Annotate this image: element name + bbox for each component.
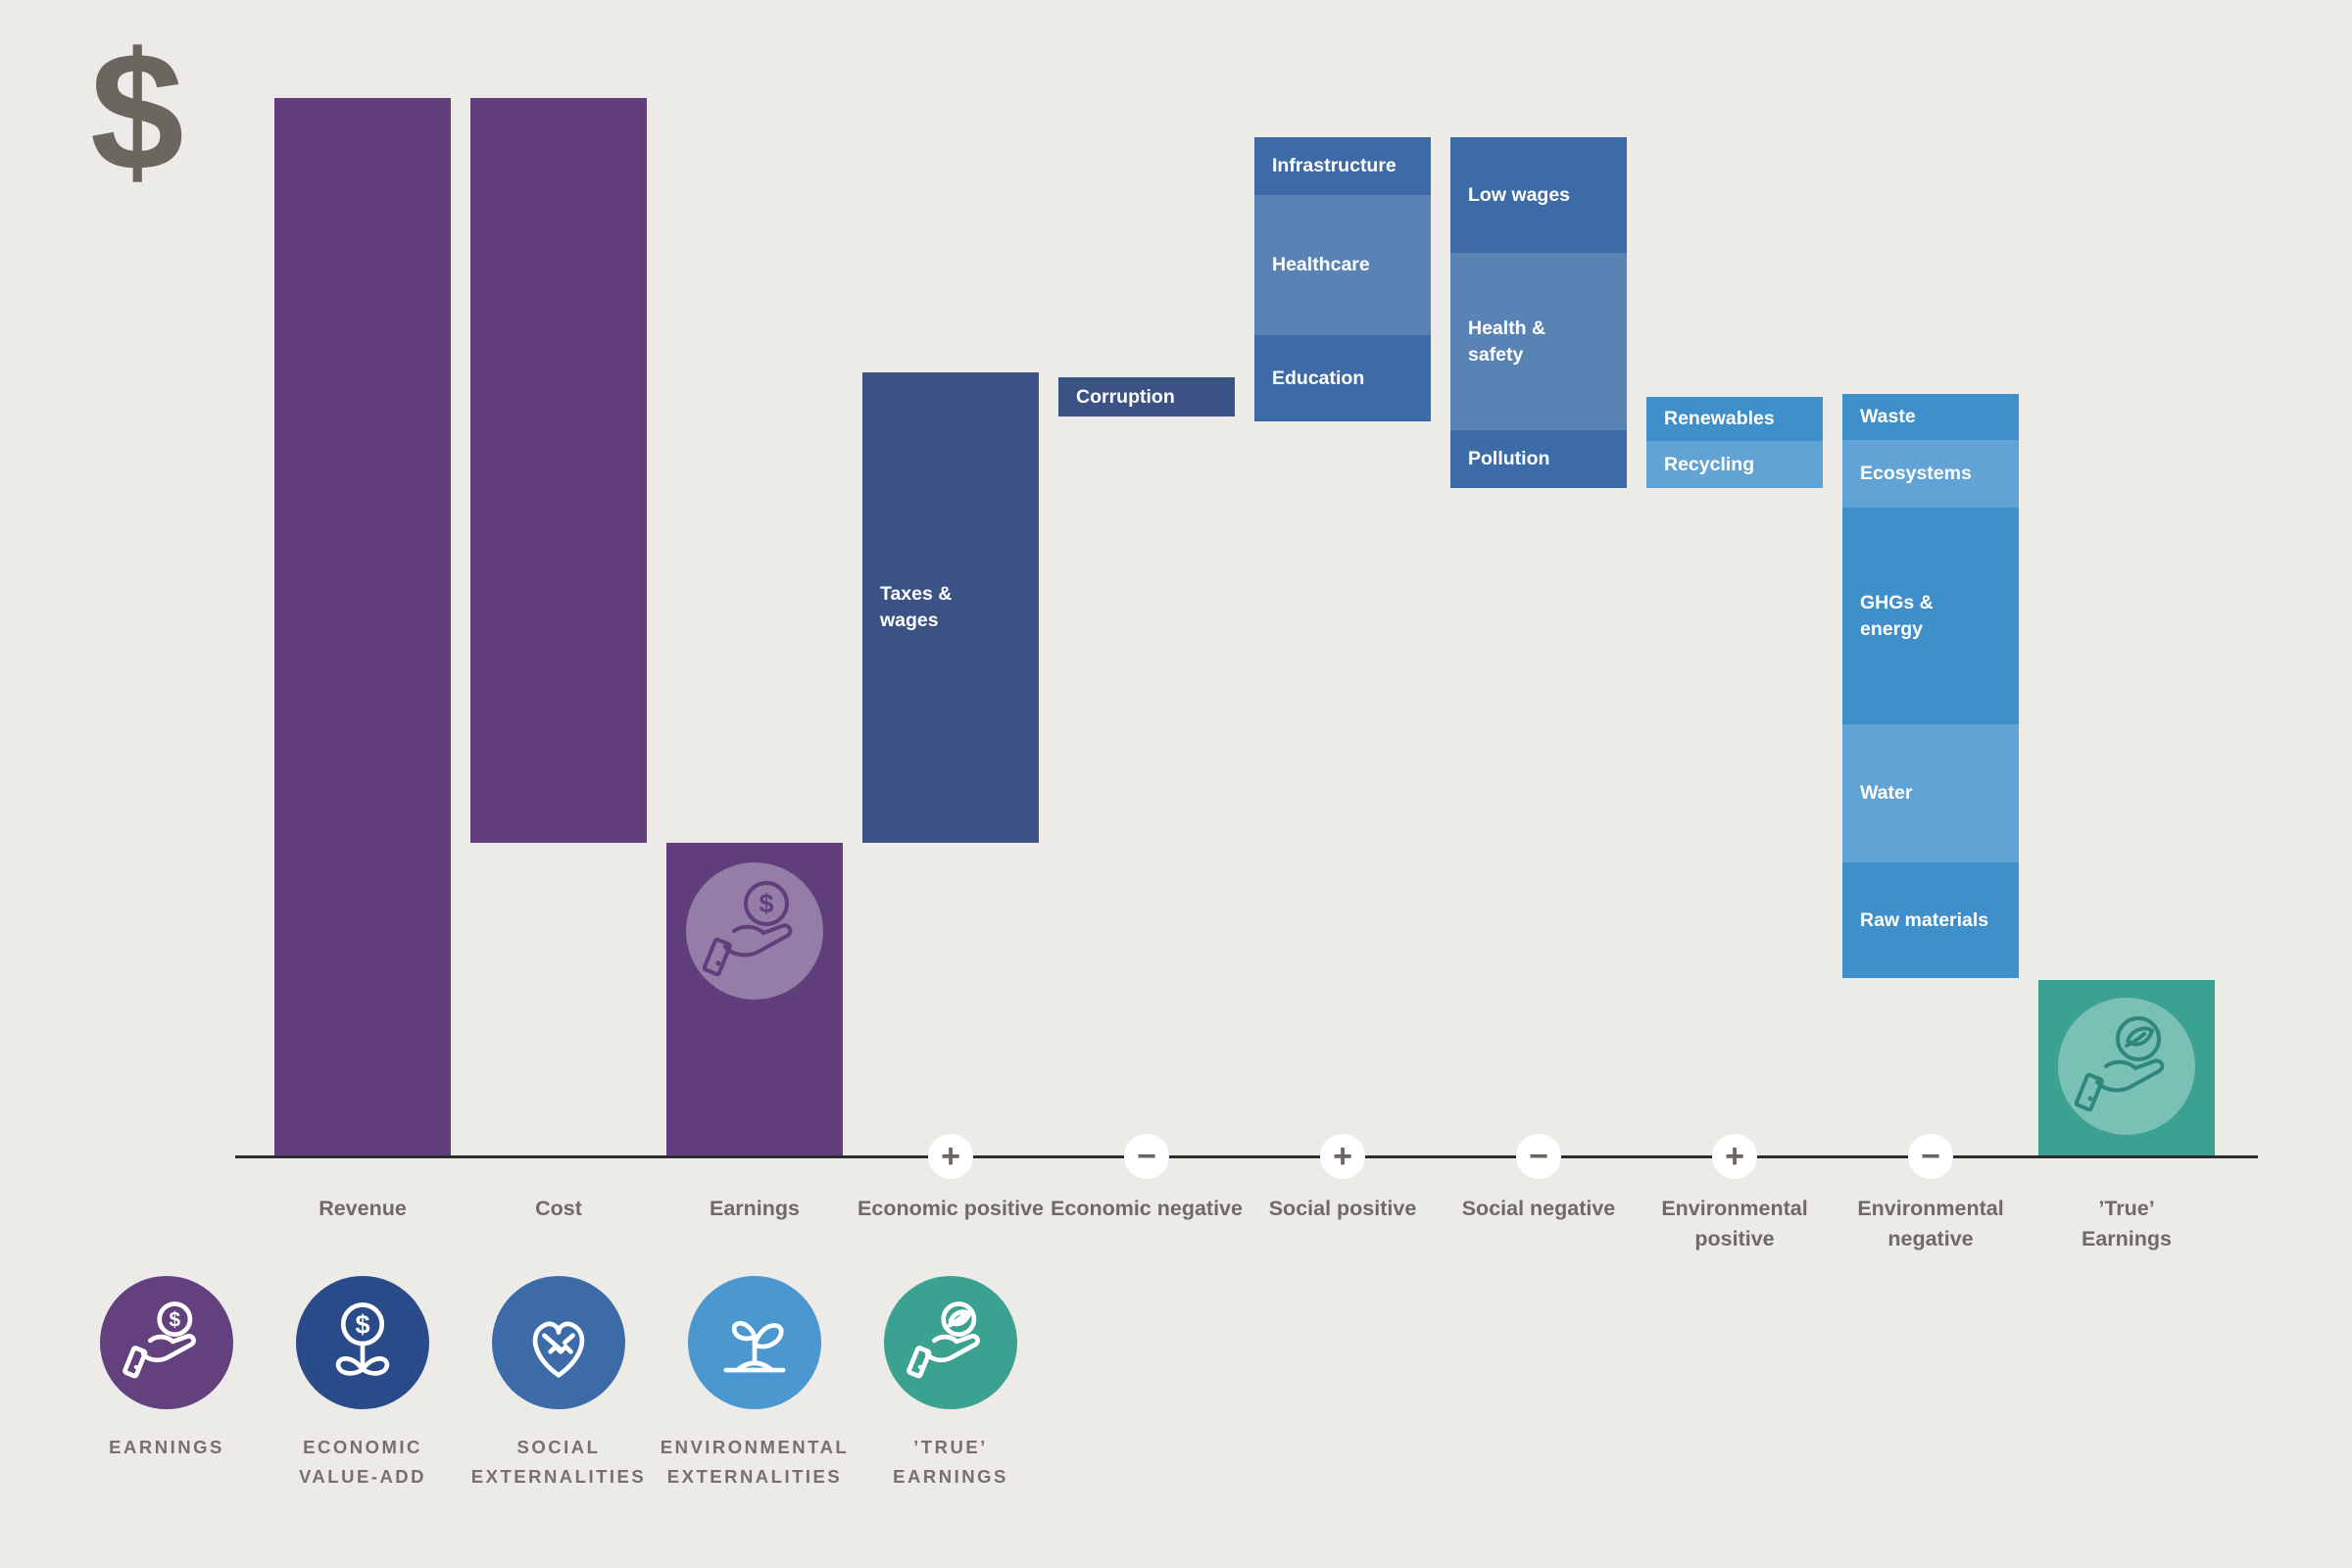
plus-icon: + (1712, 1134, 1757, 1179)
column-label-revenue: Revenue (318, 1197, 407, 1220)
legend-label-true-earnings: ’TRUE’ EARNINGS (893, 1437, 1008, 1487)
column-label-environmental-positive: Environmental positive (1661, 1197, 1808, 1250)
column-label-social-positive: Social positive (1268, 1197, 1417, 1220)
segment-pollution: Pollution (1450, 430, 1627, 488)
segment-label: Raw materials (1860, 908, 1989, 931)
minus-icon: − (1908, 1134, 1953, 1179)
segment-label: Taxes & wages (880, 583, 953, 631)
column-label-social-negative: Social negative (1461, 1197, 1616, 1220)
segment-low-wages: Low wages (1450, 137, 1627, 253)
segment-taxes-wages: Taxes & wages (862, 372, 1039, 843)
segment-health-safety: Health & safety (1450, 253, 1627, 430)
legend-label-earnings: EARNINGS (109, 1437, 224, 1457)
segment-water: Water (1842, 724, 2019, 862)
segment-label: Water (1860, 782, 1913, 804)
plus-icon: + (1320, 1134, 1365, 1179)
legend-label-economic-value-add: ECONOMIC VALUE-ADD (298, 1437, 427, 1487)
hand-leaf-coin-icon (906, 1301, 980, 1379)
segment-corruption: Corruption (1058, 377, 1235, 416)
legend-circle-environmental-externalities (688, 1276, 821, 1409)
segment-label: Infrastructure (1272, 155, 1396, 176)
column-label-environmental-negative: Environmental negative (1857, 1197, 2004, 1250)
segment-renewables: Renewables (1646, 397, 1823, 441)
segment-label: Low wages (1468, 183, 1571, 206)
handshake-heart-icon (532, 1321, 585, 1378)
baseline-axis (235, 1155, 2258, 1158)
segment-waste: Waste (1842, 394, 2019, 440)
legend-circle-earnings: $ (100, 1276, 233, 1409)
legend-label-environmental-externalities: ENVIRONMENTAL EXTERNALITIES (660, 1437, 850, 1487)
bar-true-earnings (2038, 980, 2215, 1157)
hand-dollar-coin-icon: $ (686, 862, 823, 1000)
plus-icon: + (928, 1134, 973, 1179)
segment-label: Waste (1860, 406, 1916, 427)
segment-ecosystems: Ecosystems (1842, 440, 2019, 508)
segment-label: Ecosystems (1860, 463, 1972, 484)
segment-infrastructure: Infrastructure (1254, 137, 1431, 195)
segment-healthcare: Healthcare (1254, 195, 1431, 335)
column-label-cost: Cost (535, 1197, 582, 1220)
bar-cost (470, 98, 647, 843)
hand-dollar-coin-icon: $ (122, 1301, 196, 1379)
segment-label: Recycling (1664, 453, 1755, 475)
legend-circle-true-earnings (884, 1276, 1017, 1409)
segment-label: Pollution (1468, 448, 1550, 469)
segment-label: Renewables (1664, 408, 1775, 429)
minus-icon: − (1516, 1134, 1561, 1179)
segment-recycling: Recycling (1646, 441, 1823, 488)
segment-label: GHGs & energy (1860, 591, 1934, 640)
column-label-true-earnings: ’True’ Earnings (2082, 1197, 2172, 1250)
segment-raw-materials: Raw materials (1842, 862, 2019, 978)
currency-axis-symbol: $ (90, 18, 184, 206)
legend-circle-social-externalities (492, 1276, 625, 1409)
segment-education: Education (1254, 335, 1431, 421)
segment-label: Healthcare (1272, 254, 1370, 275)
legend-circle-economic-value-add: $ (296, 1276, 429, 1409)
segment-ghgs-energy: GHGs & energy (1842, 508, 2019, 724)
column-label-economic-negative: Economic negative (1051, 1197, 1243, 1220)
bar-revenue (274, 98, 451, 1157)
svg-text:$: $ (759, 889, 773, 918)
minus-icon: − (1124, 1134, 1169, 1179)
dollar-plant-icon: $ (335, 1302, 390, 1376)
svg-text:$: $ (170, 1308, 181, 1331)
legend-label-social-externalities: SOCIAL EXTERNALITIES (470, 1437, 647, 1487)
seedling-icon (723, 1321, 786, 1373)
segment-label: Education (1272, 367, 1365, 389)
segment-label: Health & safety (1468, 317, 1546, 366)
column-label-economic-positive: Economic positive (858, 1197, 1044, 1220)
segment-label: Corruption (1076, 385, 1175, 408)
bar-earnings: $ (666, 843, 843, 1157)
hand-leaf-coin-icon (2058, 998, 2195, 1135)
column-label-earnings: Earnings (710, 1197, 800, 1220)
svg-text:$: $ (355, 1310, 369, 1340)
